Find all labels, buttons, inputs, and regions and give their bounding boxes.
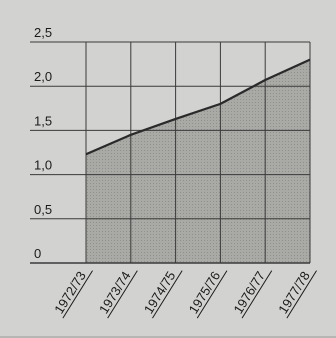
- y-tick-label-1: 0,5: [34, 202, 52, 217]
- category-label-group-3: 1975/76: [186, 269, 228, 319]
- y-tick-label-5: 2,5: [34, 25, 52, 40]
- y-tick-label-3: 1,5: [34, 113, 52, 128]
- x-tick-label-0: 1972/73: [51, 269, 89, 317]
- x-tick-underline-3: [196, 270, 228, 319]
- x-tick-label-2: 1974/75: [141, 269, 179, 317]
- category-label-group-0: 1972/73: [51, 269, 93, 319]
- series-line: [85, 58, 311, 156]
- x-tick-underline-5: [286, 270, 317, 319]
- x-tick-label-5: 1977/78: [275, 269, 313, 317]
- x-tick-label-4: 1976/77: [230, 269, 268, 317]
- x-tick-underline-1: [107, 270, 138, 319]
- category-label-group-1: 1973/74: [96, 269, 138, 319]
- x-tick-label-1: 1973/74: [96, 269, 134, 317]
- x-tick-underline-2: [152, 270, 183, 319]
- x-tick-underline-0: [62, 270, 93, 319]
- category-label-group-4: 1976/77: [230, 269, 273, 319]
- y-tick-label-2: 1,0: [34, 158, 52, 173]
- y-tick-label-0: 0: [34, 246, 41, 261]
- x-tick-underline-4: [241, 270, 273, 319]
- y-tick-label-4: 2,0: [34, 69, 52, 84]
- x-tick-label-3: 1975/76: [186, 269, 224, 317]
- area-fill: [86, 59, 310, 264]
- category-label-group-2: 1974/75: [141, 269, 183, 319]
- category-label-group-5: 1977/78: [275, 269, 317, 319]
